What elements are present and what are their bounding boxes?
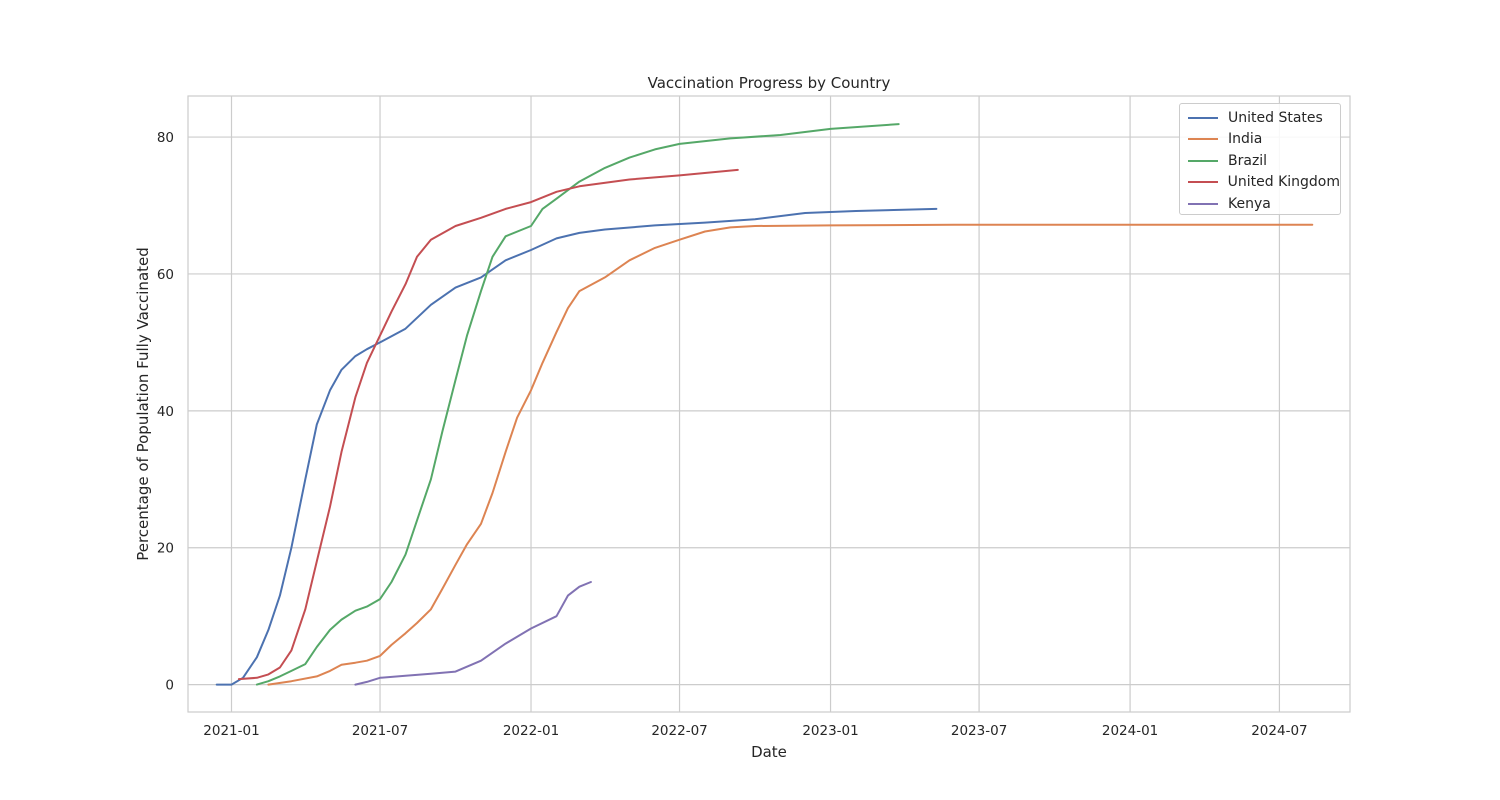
legend-label: India [1228,131,1263,148]
legend-item-united-states: United States [1180,107,1340,129]
series-line-brazil [255,123,900,686]
x-tick-label: 2023-01 [802,723,858,739]
plot-area-background [188,96,1350,712]
y-tick-label: 20 [157,541,174,557]
plot-area-frame [187,95,1351,713]
y-tick-label: 60 [157,267,174,283]
data-series [215,123,1314,686]
legend-item-india: India [1180,129,1340,151]
x-tick-label: 2022-01 [503,723,559,739]
y-tick-label: 40 [157,404,174,420]
tick-labels: 2021-01 2021-07 2022-01 2022-07 2023-01 2023-… [157,130,1308,739]
legend-item-kenya: Kenya [1180,193,1340,215]
legend-label: United Kingdom [1227,174,1340,191]
chart-legend: United States India Brazil United Kingdo… [1179,103,1341,215]
legend-label: Kenya [1228,195,1271,212]
series-line-united-kingdom [237,168,739,681]
x-tick-label: 2022-07 [651,723,707,739]
legend-swatch-india [1188,138,1218,141]
y-tick-label: 0 [165,678,174,694]
series-line-india [267,223,1314,686]
y-tick-label: 80 [157,130,174,146]
chart-title: Vaccination Progress by Country [648,74,891,92]
series-line-kenya [354,581,592,686]
y-axis-label: Percentage of Population Fully Vaccinate… [134,247,152,561]
legend-swatch-united-kingdom [1188,181,1218,184]
legend-swatch-brazil [1188,159,1218,162]
x-tick-label: 2024-07 [1251,723,1307,739]
x-tick-label: 2021-07 [352,723,408,739]
x-tick-label: 2023-07 [951,723,1007,739]
series-line-united-states [215,207,938,686]
legend-item-united-kingdom: United Kingdom [1180,172,1340,194]
x-tick-label: 2021-01 [203,723,259,739]
legend-swatch-kenya [1188,202,1218,205]
legend-swatch-united-states [1188,116,1218,119]
x-tick-label: 2024-01 [1102,723,1158,739]
legend-label: Brazil [1228,152,1268,169]
x-axis-label: Date [751,743,787,761]
legend-label: United States [1228,109,1323,126]
legend-item-brazil: Brazil [1180,150,1340,172]
